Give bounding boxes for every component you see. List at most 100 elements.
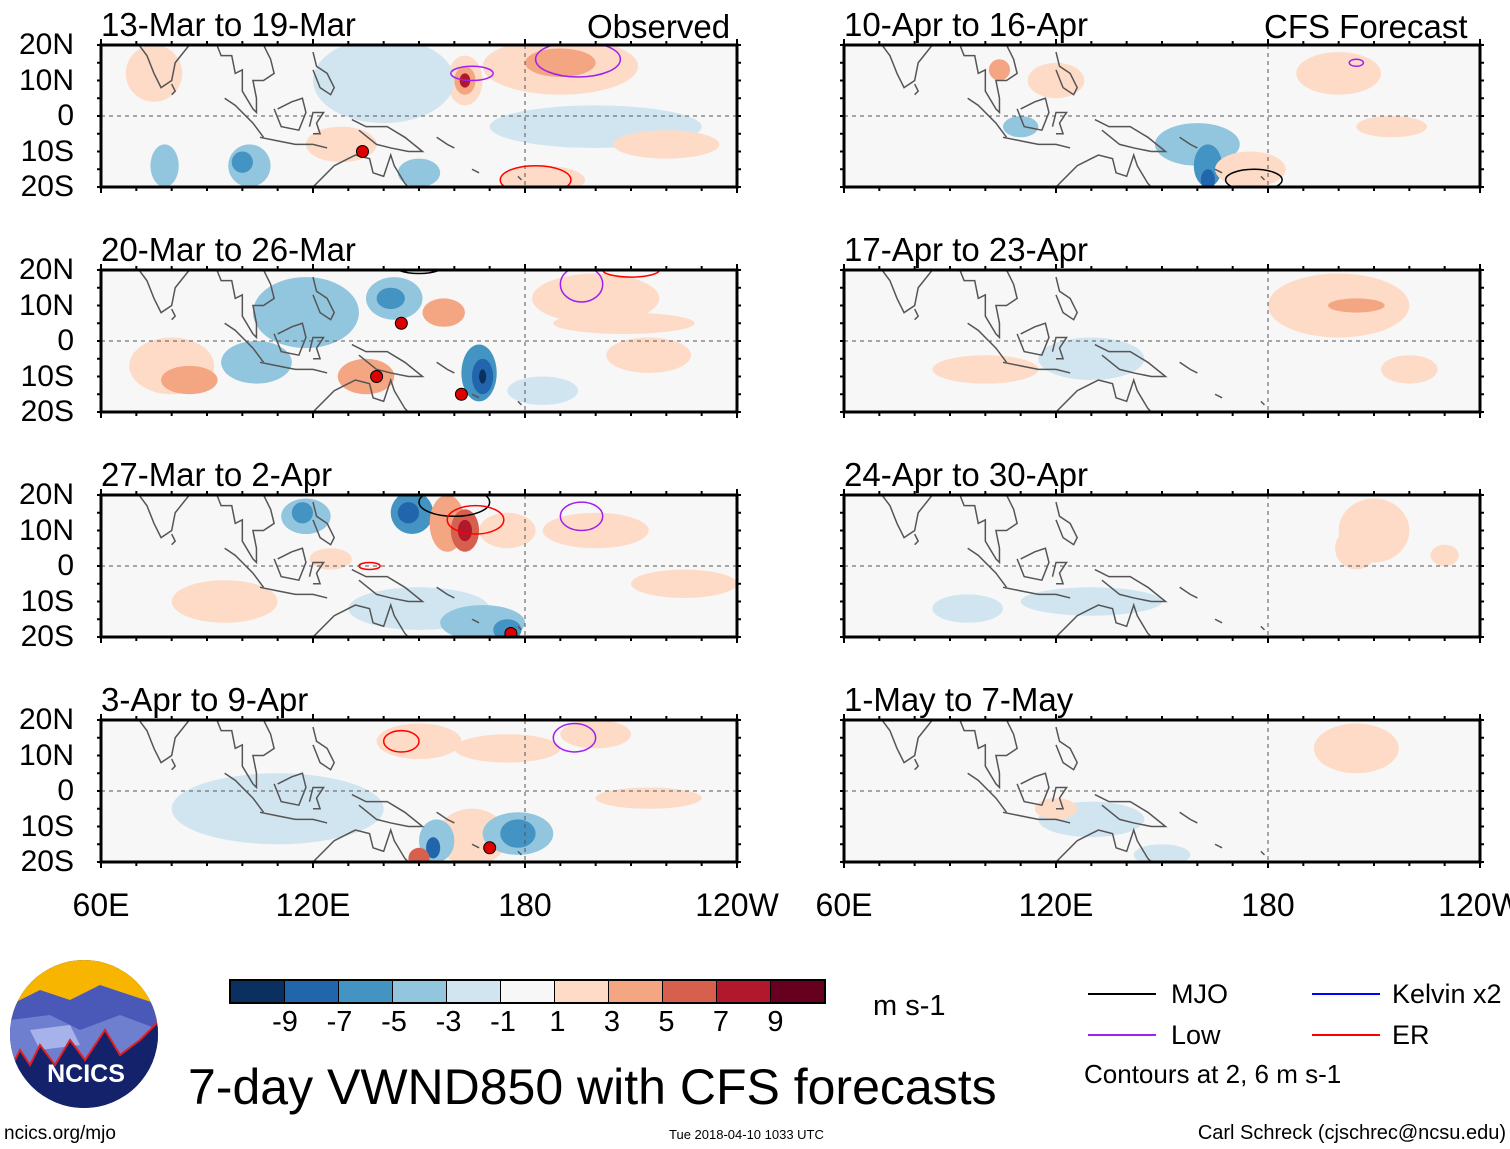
coastline <box>310 602 410 637</box>
coastline <box>1260 850 1265 856</box>
wave-contour <box>382 729 420 753</box>
colorbar-label: -5 <box>381 1006 407 1038</box>
coastline <box>967 97 1008 138</box>
wind-anomaly-region <box>606 337 692 373</box>
lon-label: 180 <box>1241 887 1295 923</box>
coastline <box>351 568 425 603</box>
map-panel <box>840 39 1484 193</box>
panel-title: 17-Apr to 23-Apr <box>844 231 1088 268</box>
panel-title: 10-Apr to 16-Apr <box>844 6 1088 43</box>
wave-contour <box>601 270 661 278</box>
coastline <box>308 786 325 810</box>
wind-anomaly-region <box>150 144 179 187</box>
wave-contour <box>1348 58 1365 68</box>
coastline <box>259 811 328 824</box>
cyclone-icon <box>454 387 468 401</box>
coastline <box>259 361 328 374</box>
wind-anomaly-region <box>553 312 695 334</box>
wind-anomaly-region <box>631 569 737 598</box>
wind-anomaly-region <box>932 594 1003 623</box>
coastline <box>259 586 328 599</box>
coastline <box>1016 97 1050 132</box>
coastline <box>1260 625 1265 631</box>
wave-contour <box>534 45 622 78</box>
wind-anomaly-region <box>542 512 649 549</box>
wind-anomaly-region <box>313 45 455 124</box>
coastline <box>881 495 1018 565</box>
wave-contour <box>552 722 597 753</box>
coastline <box>1053 602 1153 637</box>
lat-label: 20N <box>18 253 74 286</box>
coastline <box>138 45 275 115</box>
map-panel <box>840 264 1484 418</box>
lon-label: 60E <box>72 887 130 923</box>
coastline <box>1016 547 1050 582</box>
colorbar-label: 1 <box>549 1006 566 1038</box>
coastline <box>436 811 455 824</box>
wind-anomaly-region <box>613 130 720 159</box>
coastline <box>967 322 1008 363</box>
forecast-label: CFS Forecast <box>1264 8 1468 45</box>
coastline <box>308 561 325 585</box>
wind-anomaly-region <box>231 151 253 173</box>
wind-anomaly-region <box>1193 144 1223 187</box>
wave-contour <box>499 164 572 187</box>
coastline <box>1179 586 1198 599</box>
lat-label: 0 <box>57 774 74 807</box>
wind-anomaly-region <box>1296 52 1382 95</box>
coastline <box>1214 393 1223 399</box>
wind-anomaly-region <box>1200 169 1215 187</box>
panel-title: 24-Apr to 30-Apr <box>844 456 1088 493</box>
coastline <box>1055 276 1079 321</box>
colorbar-swatch <box>447 981 501 1002</box>
coastline <box>1055 501 1079 546</box>
lat-label: 10N <box>18 63 74 97</box>
coastline <box>312 726 336 771</box>
coastline <box>308 336 325 360</box>
coastline <box>1094 568 1168 603</box>
legend-line-low <box>1088 1034 1156 1036</box>
colorbar-label: 9 <box>767 1006 784 1038</box>
wave-contour <box>418 495 491 518</box>
footer-url[interactable]: ncics.org/mjo <box>4 1123 116 1144</box>
wind-anomaly-region <box>1381 355 1438 384</box>
coastline <box>881 270 1018 340</box>
wind-anomaly-region <box>397 502 419 524</box>
lat-label: 20S <box>20 395 74 428</box>
coastline <box>517 400 522 406</box>
coastline <box>1094 343 1168 378</box>
coastline <box>273 322 307 357</box>
coastline <box>224 547 265 588</box>
lat-label: 0 <box>57 99 74 132</box>
coastline <box>881 45 1018 115</box>
coastline <box>1002 136 1071 149</box>
coastline <box>1094 793 1168 828</box>
lat-label: 10S <box>20 359 74 393</box>
legend-line-kelvin <box>1312 993 1380 995</box>
coastline <box>310 377 410 412</box>
ncics-logo: NCICS <box>10 960 158 1108</box>
lat-label: 20N <box>18 28 74 61</box>
wind-anomaly-region <box>408 847 430 862</box>
lat-label: 20S <box>20 620 74 653</box>
coastline <box>436 586 455 599</box>
coastline <box>170 83 177 96</box>
wind-anomaly-region <box>1328 298 1385 313</box>
coastline <box>1214 843 1223 849</box>
wind-anomaly-region <box>337 358 395 395</box>
colorbar-label: -3 <box>435 1006 462 1038</box>
wind-anomaly-region <box>171 580 278 623</box>
coastline <box>517 625 522 631</box>
wind-anomaly-region <box>988 59 1011 81</box>
coastline <box>1260 400 1265 406</box>
coastline <box>170 758 177 771</box>
coastline <box>273 547 307 582</box>
colorbar-swatch <box>393 981 447 1002</box>
wind-anomaly-region <box>1027 62 1085 99</box>
coastline <box>471 393 480 399</box>
coastline <box>881 720 1018 790</box>
colorbar-units: m s-1 <box>873 990 946 1022</box>
coastline <box>1051 336 1068 360</box>
wind-anomaly-region <box>454 734 561 763</box>
colorbar-swatch <box>231 981 285 1002</box>
